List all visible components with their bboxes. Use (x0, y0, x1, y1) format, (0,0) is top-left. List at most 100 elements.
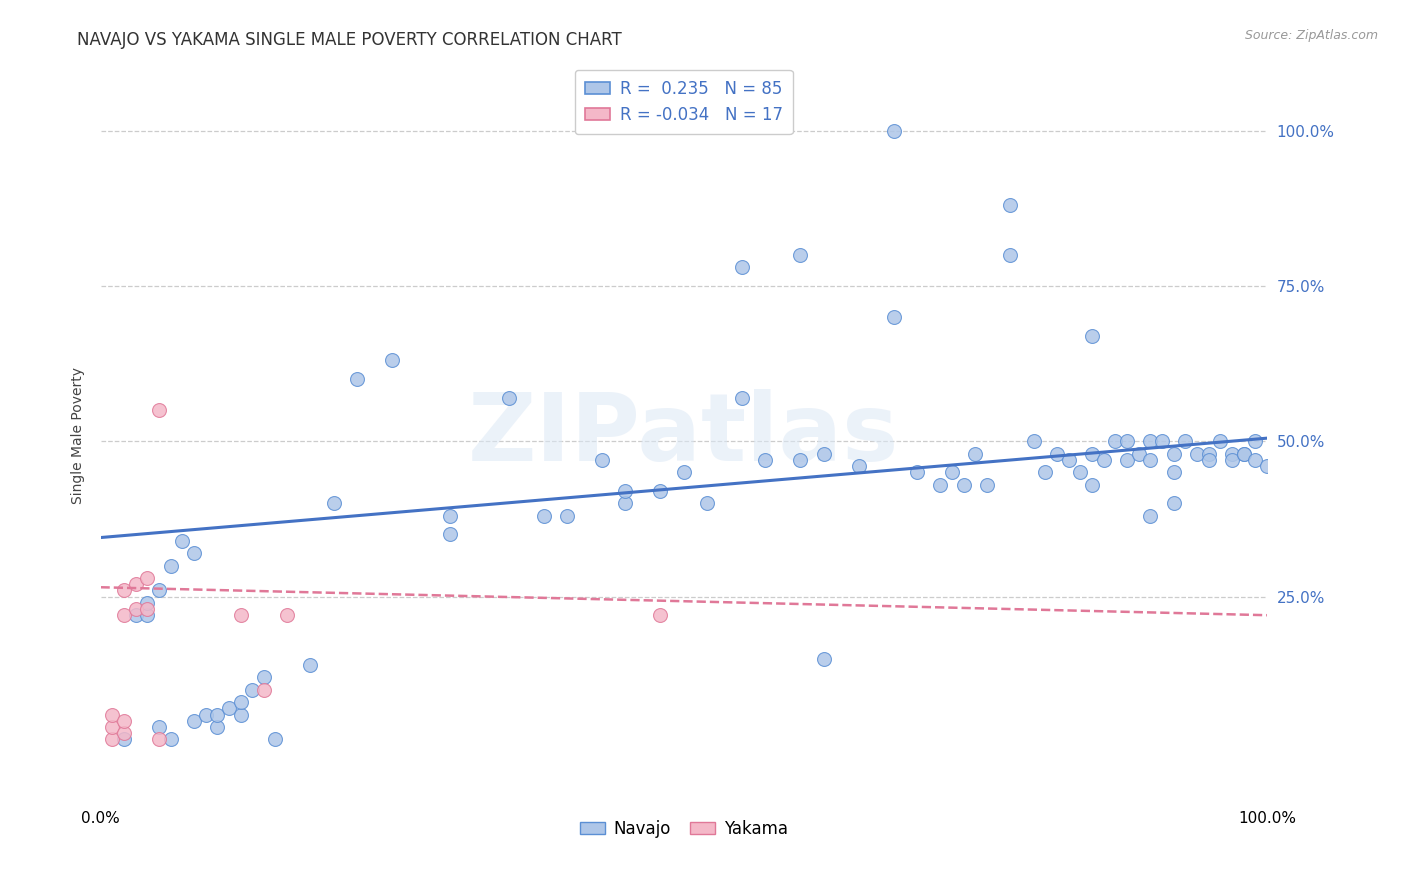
Text: Source: ZipAtlas.com: Source: ZipAtlas.com (1244, 29, 1378, 42)
Point (555, 508, 578, 523)
Point (101, 732, 124, 747)
Point (1035, 466, 1057, 480)
Point (136, 596, 159, 610)
Point (148, 720, 170, 734)
Point (439, 527, 461, 541)
Point (229, 608, 252, 623)
Text: ZIPatlas: ZIPatlas (468, 389, 900, 481)
Point (183, 546, 205, 560)
Point (1198, 453, 1220, 467)
Point (1139, 434, 1161, 449)
Point (1209, 434, 1232, 449)
Point (813, 651, 835, 665)
Point (1244, 453, 1267, 467)
Point (883, 310, 905, 324)
Point (276, 608, 298, 623)
Point (591, 453, 613, 467)
Point (1081, 328, 1104, 343)
Point (205, 707, 228, 722)
Point (650, 483, 672, 498)
Point (1092, 453, 1115, 467)
Point (101, 707, 124, 722)
Point (1233, 447, 1256, 461)
Point (1104, 434, 1126, 449)
Point (205, 720, 228, 734)
Point (101, 720, 124, 734)
Point (1233, 447, 1256, 461)
Point (1000, 248, 1022, 262)
Point (264, 732, 287, 747)
Text: NAVAJO VS YAKAMA SINGLE MALE POVERTY CORRELATION CHART: NAVAJO VS YAKAMA SINGLE MALE POVERTY COR… (77, 31, 621, 49)
Point (813, 447, 835, 461)
Point (183, 714, 205, 728)
Point (159, 732, 181, 747)
Point (1022, 434, 1045, 449)
Point (1163, 496, 1185, 510)
Point (148, 583, 170, 598)
Point (1057, 453, 1080, 467)
Point (533, 508, 555, 523)
Point (1081, 447, 1104, 461)
Point (1198, 447, 1220, 461)
Point (672, 466, 695, 480)
Point (136, 571, 159, 585)
Point (696, 496, 718, 510)
Point (1220, 453, 1243, 467)
Point (1000, 198, 1022, 212)
Point (1081, 477, 1104, 491)
Point (883, 123, 905, 137)
Point (229, 695, 252, 709)
Point (941, 466, 963, 480)
Point (1163, 466, 1185, 480)
Point (1046, 447, 1069, 461)
Point (124, 602, 146, 616)
Point (112, 726, 135, 740)
Point (929, 477, 952, 491)
Point (112, 608, 135, 623)
Point (124, 608, 146, 623)
Point (1244, 434, 1267, 449)
Point (754, 453, 776, 467)
Point (1163, 447, 1185, 461)
Point (731, 260, 754, 275)
Point (112, 583, 135, 598)
Point (136, 608, 159, 623)
Point (498, 391, 520, 405)
Point (965, 447, 987, 461)
Point (253, 682, 276, 697)
Point (148, 732, 170, 747)
Y-axis label: Single Male Poverty: Single Male Poverty (72, 367, 86, 504)
Point (159, 558, 181, 573)
Point (614, 496, 637, 510)
Point (1069, 466, 1091, 480)
Point (346, 372, 368, 386)
Point (1256, 459, 1278, 474)
Point (299, 657, 322, 672)
Point (322, 496, 344, 510)
Point (439, 508, 461, 523)
Point (253, 670, 276, 684)
Point (976, 477, 998, 491)
Point (905, 466, 928, 480)
Point (614, 483, 637, 498)
Point (1128, 447, 1150, 461)
Point (789, 248, 811, 262)
Point (218, 701, 240, 715)
Point (148, 403, 170, 417)
Point (229, 707, 252, 722)
Point (1185, 447, 1208, 461)
Point (1116, 434, 1139, 449)
Legend: Navajo, Yakama: Navajo, Yakama (574, 814, 794, 845)
Point (1139, 508, 1161, 523)
Point (240, 682, 263, 697)
Point (1116, 453, 1139, 467)
Point (172, 533, 194, 548)
Point (381, 353, 404, 368)
Point (1139, 453, 1161, 467)
Point (1150, 434, 1173, 449)
Point (952, 477, 974, 491)
Point (1174, 434, 1197, 449)
Point (789, 453, 811, 467)
Point (112, 714, 135, 728)
Point (848, 459, 870, 474)
